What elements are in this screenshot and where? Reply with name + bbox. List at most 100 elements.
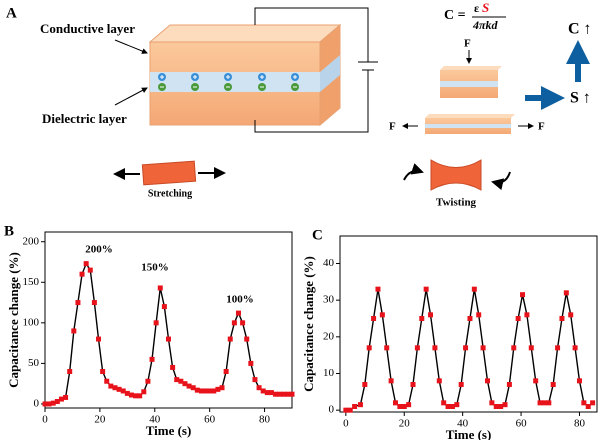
data-point xyxy=(463,345,469,351)
data-point xyxy=(96,336,102,342)
data-point xyxy=(128,392,134,398)
data-point xyxy=(511,345,517,351)
data-point xyxy=(67,369,73,375)
data-point xyxy=(104,378,110,384)
pointer-arrow xyxy=(114,87,148,106)
data-point xyxy=(42,401,48,407)
data-point xyxy=(71,328,77,334)
result-label: C ↑ xyxy=(568,21,592,38)
data-point xyxy=(384,345,390,351)
data-point xyxy=(203,388,209,394)
annotation: 150% xyxy=(141,262,169,274)
formula-epsilon: ε xyxy=(474,1,479,15)
data-point xyxy=(467,316,473,321)
data-point xyxy=(484,378,490,384)
x-tick-label: 80 xyxy=(259,414,271,426)
data-point xyxy=(550,382,556,387)
data-point xyxy=(493,404,499,409)
data-point xyxy=(476,312,482,318)
data-point xyxy=(520,292,526,298)
pointer-arrow xyxy=(114,39,148,54)
data-point xyxy=(83,261,89,267)
data-point xyxy=(145,378,151,384)
y-tick-label: 40 xyxy=(323,257,335,269)
data-point xyxy=(46,401,52,407)
data-point xyxy=(50,400,56,406)
data-point xyxy=(256,385,262,391)
data-point xyxy=(186,383,192,389)
data-point xyxy=(120,388,126,394)
x-tick-label: 0 xyxy=(343,418,349,430)
data-point xyxy=(153,320,159,326)
data-point xyxy=(362,382,368,387)
x-tick-label: 60 xyxy=(516,418,528,430)
x-tick-label: 20 xyxy=(94,414,106,426)
data-point xyxy=(75,300,81,306)
data-point xyxy=(581,400,587,406)
data-point xyxy=(277,391,283,397)
x-tick-label: 40 xyxy=(457,418,469,430)
circuit xyxy=(254,7,378,133)
data-point xyxy=(498,404,504,409)
y-tick-label: 150 xyxy=(23,276,40,288)
data-point xyxy=(489,400,495,406)
force-label: F xyxy=(389,121,396,133)
data-point xyxy=(58,396,64,402)
data-point xyxy=(343,407,349,413)
charges xyxy=(158,73,299,91)
data-point xyxy=(515,316,521,321)
data-point xyxy=(528,345,534,351)
data-point xyxy=(244,336,250,342)
y-tick-label: 50 xyxy=(28,357,40,369)
data-point xyxy=(506,382,512,387)
y-tick-label: 0 xyxy=(34,397,40,409)
data-point xyxy=(240,320,246,326)
plot-frame xyxy=(44,231,293,409)
data-point xyxy=(211,388,217,394)
data-point xyxy=(366,345,372,351)
data-point xyxy=(285,391,291,397)
y-tick-label: 100 xyxy=(23,316,40,328)
data-point xyxy=(423,286,429,292)
capacitor-block xyxy=(148,23,342,127)
data-point xyxy=(54,399,60,405)
y-tick-label: 30 xyxy=(323,294,335,306)
data-point xyxy=(568,312,574,318)
data-point xyxy=(219,385,225,391)
data-point xyxy=(352,404,358,409)
slab xyxy=(440,66,502,98)
data-point xyxy=(441,400,447,406)
data-point xyxy=(406,402,412,408)
panel-label: A xyxy=(6,5,17,21)
data-point xyxy=(289,391,295,397)
data-point xyxy=(170,364,176,370)
data-point xyxy=(454,402,460,408)
data-point xyxy=(182,381,188,387)
data-point xyxy=(190,385,196,391)
data-point xyxy=(445,404,451,409)
plot-frame xyxy=(339,235,598,413)
data-point xyxy=(397,404,403,409)
data-point xyxy=(223,369,229,375)
data-point xyxy=(108,383,114,389)
data-point xyxy=(401,404,407,409)
data-point xyxy=(198,388,204,394)
stretch-strip xyxy=(141,160,197,186)
data-point xyxy=(572,345,578,351)
data-point xyxy=(194,387,200,393)
y-tick-label: 0 xyxy=(329,404,335,416)
x-tick-label: 40 xyxy=(149,414,161,426)
data-point xyxy=(166,336,171,342)
data-point xyxy=(502,402,508,408)
data-point xyxy=(414,345,420,351)
y-tick-label: 200 xyxy=(23,235,40,247)
formula-denominator: 4πkd xyxy=(472,18,499,32)
data-point xyxy=(63,394,69,400)
y-axis-label: Capacitance change (%) xyxy=(301,256,316,392)
data-point xyxy=(264,390,270,396)
data-point xyxy=(149,356,155,362)
data-point xyxy=(248,360,254,366)
data-point xyxy=(100,369,106,375)
data-point xyxy=(541,400,547,406)
